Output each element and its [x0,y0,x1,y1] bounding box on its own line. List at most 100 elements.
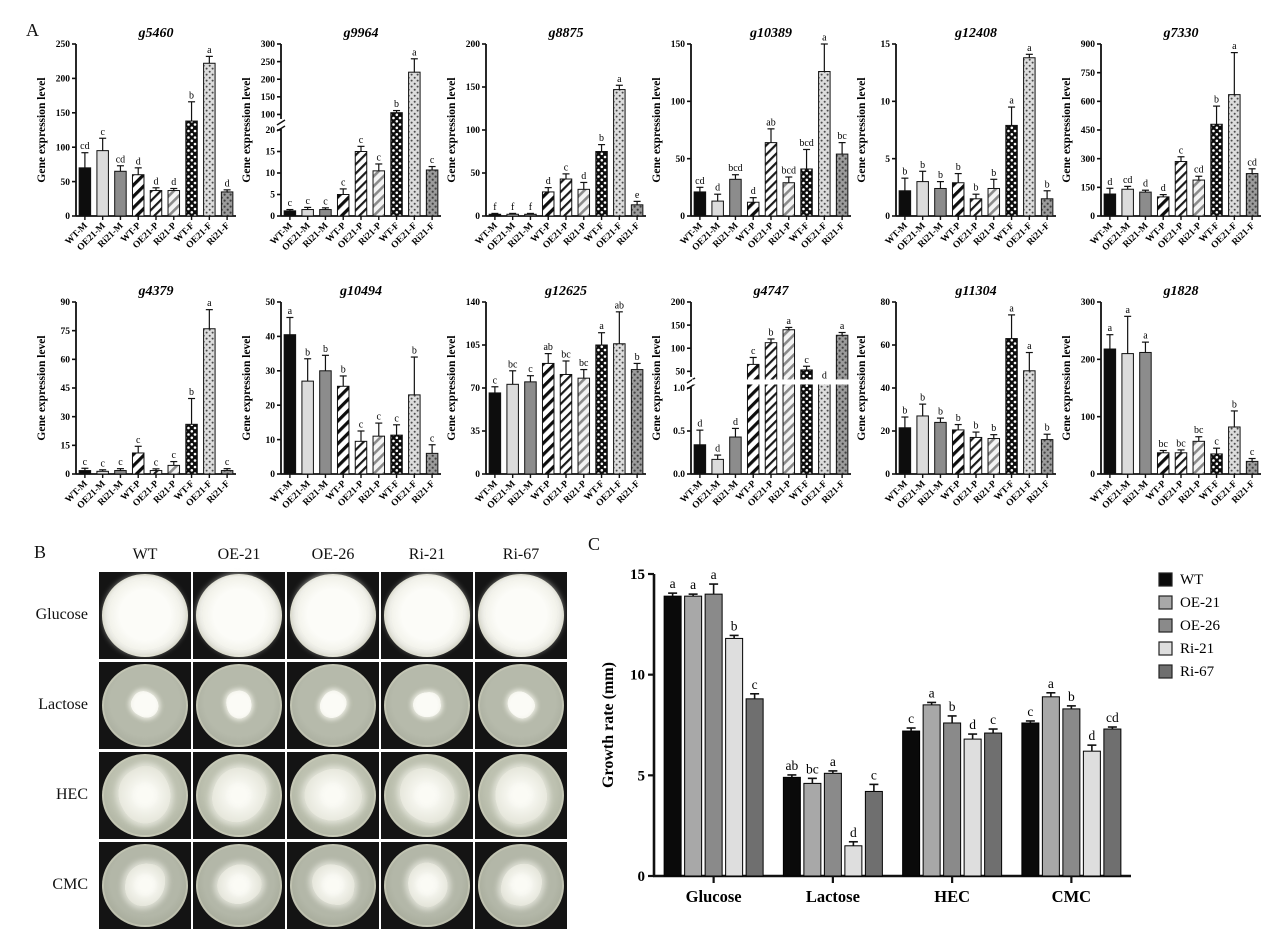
bar-Ri21-P [1192,179,1206,217]
svg-text:1.0: 1.0 [673,384,685,394]
sig-letter: b [412,346,417,357]
fungal-colony [223,688,255,722]
sig-letter: c [100,458,105,469]
svg-text:900: 900 [1081,40,1096,50]
svg-text:0: 0 [475,470,480,480]
y-axis-label: Gene expression level [651,335,663,440]
legend-label: Ri-21 [1180,641,1214,657]
bar-OE-21-Glucose [684,595,703,877]
svg-text:40: 40 [881,384,891,394]
svg-text:0: 0 [885,470,890,480]
sig-letter: ab [766,117,775,128]
chart-title: g5460 [138,26,174,41]
substrate-label: CMC [52,876,88,893]
gene-chart-g12408: g12408 Gene expression level 0 5 10 15 b WT-M b O… [854,22,1059,278]
svg-text:150: 150 [466,83,481,93]
sig-letter: f [529,202,533,213]
sig-letter: a [787,316,792,327]
bar-WT-M [78,167,92,217]
bar-Ri21-P [782,329,796,475]
petri-dish-cell [286,750,380,840]
sig-letter: c [305,196,310,207]
sig-letter: c [430,433,435,444]
svg-text:200: 200 [466,40,481,50]
sig-letter: a [288,306,293,317]
y-axis-label: Gene expression level [446,77,458,182]
gene-chart-g4747: g4747 Gene expression level 0.0 0.5 1.0 50 100… [649,280,854,536]
sig-letter: bc [1158,439,1168,450]
gene-chart-g10389: g10389 Gene expression level 0 50 100 150 cd WT… [649,22,854,278]
bar-WT-F [185,120,198,217]
svg-text:105: 105 [466,341,481,351]
bar-OE21-P [354,151,368,217]
bar-Ri21-M [1139,351,1152,475]
growth-rate-chart: Growth rate (mm) 0 5 10 15 a a a b c Glucose ab bc a d… [596,540,1280,936]
sig-letter: bc [579,358,589,369]
svg-text:80: 80 [881,298,891,308]
sig-letter: c [1027,704,1033,719]
bar-WT-F [595,151,608,217]
petri-dish-cell [192,750,286,840]
sig-letter: cd [116,154,125,165]
sig-letter: b [1214,95,1219,106]
agar-surface [384,843,470,927]
svg-text:100: 100 [56,143,71,153]
sig-letter: c [528,364,533,375]
sig-letter: b [920,160,925,171]
bar-WT-M [898,427,912,475]
svg-text:30: 30 [61,413,71,423]
legend-label: Ri-67 [1180,664,1215,680]
bar-Ri21-F [835,334,849,475]
svg-text:750: 750 [1081,69,1096,79]
bar-OE-26-Glucose [704,593,723,877]
chart-title: g1828 [1163,284,1199,299]
gene-chart-g9964: g9964 Gene expression level 0 5 10 15 20 100 150… [239,22,444,278]
fungal-colony [377,565,477,665]
bar-OE21-M [506,383,519,475]
agar-surface [384,663,470,747]
sig-letter: a [929,685,935,700]
sig-letter: d [171,177,176,188]
sig-letter: d [154,176,159,187]
sig-letter: d [751,186,756,197]
agar-surface [102,753,188,837]
gene-chart-g12625: g12625 Gene expression level 0 35 70 105 140 c W… [444,280,649,536]
fungal-colony [398,856,456,914]
fungal-colony [205,760,273,830]
chart-title: g8875 [548,26,584,41]
petri-dish-photo [381,661,473,749]
svg-text:200: 200 [1081,356,1096,366]
sig-letter: c [804,355,809,366]
bar-WT-P [951,182,965,217]
fungal-colony [497,860,545,910]
bar-Ri21-M [114,170,127,217]
svg-text:50: 50 [471,169,481,179]
bar-WT-F [185,423,198,475]
fungal-colony [209,856,269,914]
petri-dish-cell [474,660,568,750]
sig-letter: a [1232,41,1237,52]
petri-dish-panel: WT OE-21 OE-26 Ri-21 Ri-67 Glucose Lactose HEC C… [28,540,568,930]
substrate-label: HEC [56,786,88,803]
fungal-colony [126,686,164,723]
sig-letter: c [394,413,399,424]
petri-dish-photo [193,841,285,929]
panel-a-row-2: g4379 Gene expression level 0 15 30 45 60 75 90 c… [34,280,1264,536]
petri-dish-photo [287,661,379,749]
sig-letter: b [731,618,738,633]
bar-Ri21-M [729,436,742,475]
fungal-colony [502,686,540,724]
petri-dish-grid: WT OE-21 OE-26 Ri-21 Ri-67 Glucose Lactose HEC C… [28,540,568,930]
bar-WT-Lactose [782,776,801,877]
svg-text:5: 5 [270,191,275,201]
bar-OE21-P [764,342,778,475]
sig-letter: b [1068,689,1075,704]
sig-letter: b [341,364,346,375]
sig-letter: c [430,155,435,166]
svg-text:10: 10 [881,98,891,108]
bar-OE21-M [96,150,109,217]
legend-label: OE-26 [1180,618,1220,634]
sig-letter: b [394,99,399,110]
sig-letter: d [850,825,857,840]
agar-surface [102,573,188,657]
